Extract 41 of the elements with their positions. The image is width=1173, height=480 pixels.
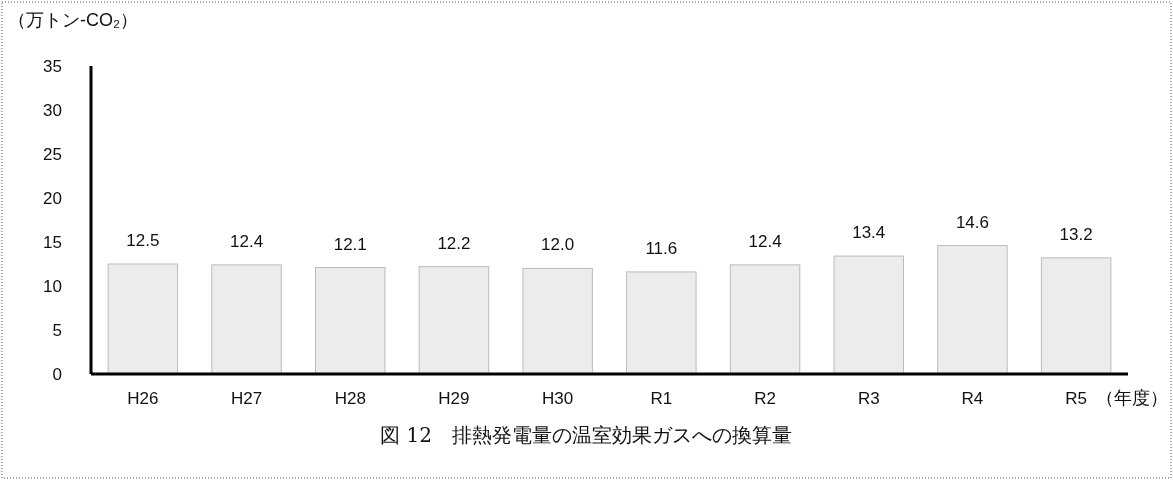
bar [626, 271, 697, 375]
bar [522, 267, 593, 375]
x-tick-label: R5 [1065, 389, 1088, 408]
data-label: 14.6 [955, 212, 989, 232]
x-tick-label: H30 [542, 389, 574, 408]
y-tick-label: 20 [43, 189, 62, 208]
bar [211, 264, 282, 375]
x-tick-label: R2 [754, 389, 776, 408]
x-tick-label: H27 [230, 389, 263, 408]
data-label: 11.6 [645, 238, 678, 258]
x-tick-label: R1 [650, 389, 673, 408]
bar [107, 263, 179, 375]
x-tick-label: H29 [438, 389, 470, 408]
bar [937, 245, 1008, 375]
x-tick-label: H28 [334, 389, 366, 408]
y-tick-label: 35 [43, 57, 62, 76]
bar [1040, 257, 1112, 375]
y-tick-label: 15 [43, 233, 62, 252]
y-tick-label: 10 [43, 277, 62, 296]
bar [729, 264, 801, 375]
y-tick-label: 0 [52, 365, 62, 384]
data-label: 12.2 [437, 233, 471, 253]
y-axis-title: （万トン-CO₂） [8, 10, 138, 30]
x-axis-title: （年度） [1096, 388, 1168, 408]
data-label: 12.0 [541, 235, 575, 255]
y-tick-label: 5 [52, 321, 62, 340]
x-tick-label: R4 [961, 389, 984, 408]
y-tick-label: 30 [43, 101, 62, 120]
y-tick-label: 25 [43, 145, 62, 164]
data-label: 13.2 [1059, 224, 1093, 244]
bar [315, 267, 386, 375]
x-tick-label: H26 [127, 389, 159, 408]
x-tick-label: R3 [857, 389, 880, 408]
bar [833, 255, 904, 375]
data-label: 12.4 [748, 231, 782, 251]
data-label: 12.5 [126, 231, 160, 250]
data-label: 12.1 [333, 234, 367, 254]
data-label: 12.4 [230, 231, 264, 251]
text: 図 12 排熱発電量の温室効果ガスへの換算量 [380, 423, 792, 447]
bar [418, 266, 490, 375]
data-label: 13.4 [852, 223, 886, 243]
